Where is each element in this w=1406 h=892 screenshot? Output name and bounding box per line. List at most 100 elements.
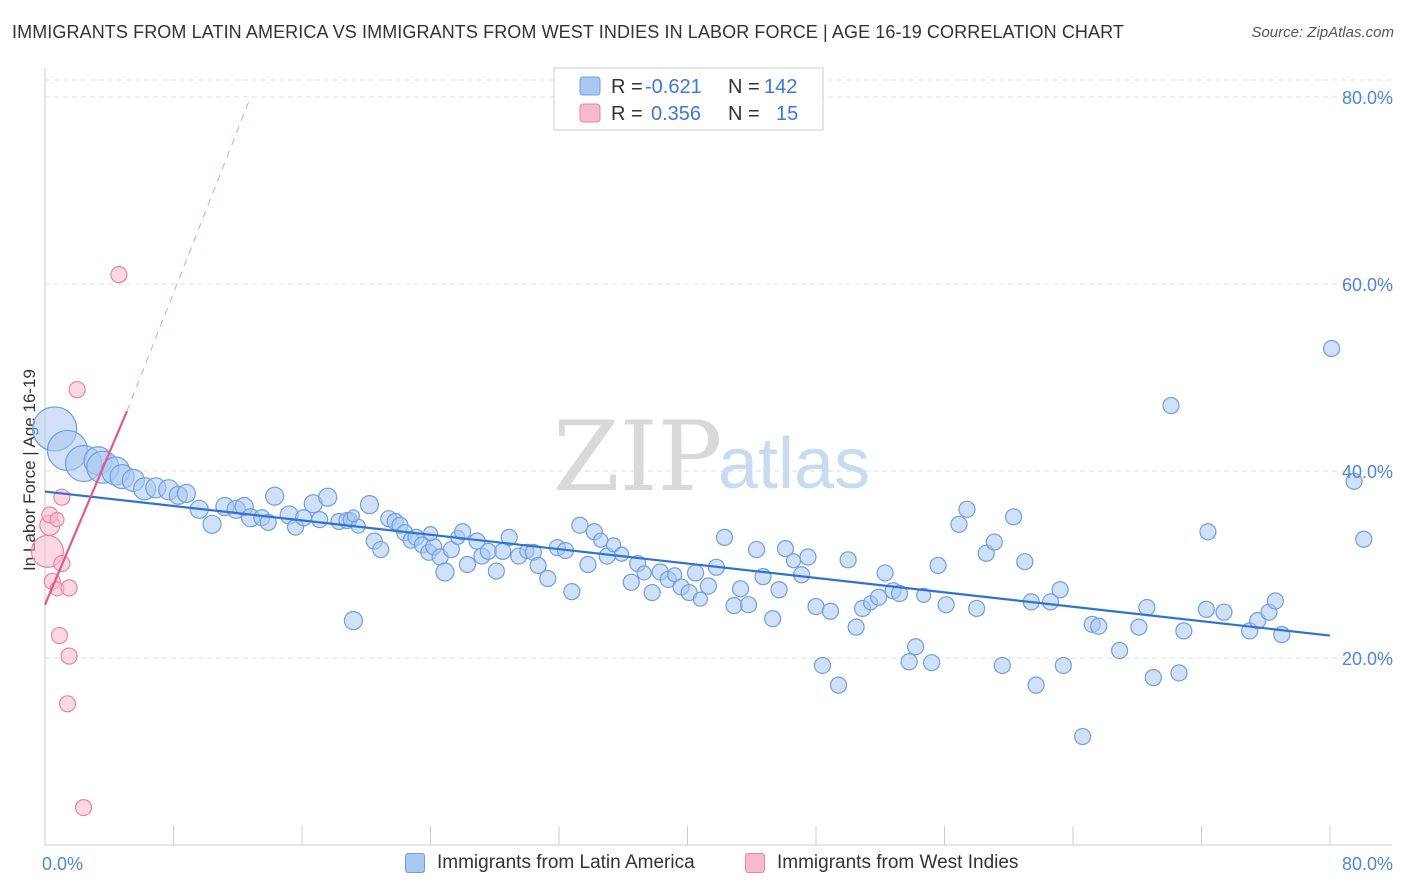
point-latin-america-88 [725, 597, 743, 615]
point-latin-america-67 [571, 516, 589, 534]
point-latin-america-148 [1323, 339, 1341, 358]
legend-r-value-latin-america: -0.621 [645, 76, 702, 98]
point-latin-america-36 [372, 540, 390, 559]
point-latin-america-149 [1345, 472, 1363, 490]
point-latin-america-130 [1074, 727, 1092, 746]
point-latin-america-95 [776, 540, 795, 558]
point-latin-america-99 [807, 597, 825, 616]
point-west-indies-12 [68, 381, 86, 399]
point-latin-america-110 [890, 584, 909, 603]
point-latin-america-108 [876, 564, 894, 582]
data-points [30, 266, 1373, 817]
legend-swatch-west-indies [579, 103, 601, 123]
x-tick-label-min: 0.0% [42, 854, 83, 874]
point-latin-america-58 [500, 528, 518, 546]
point-latin-america-146 [1266, 592, 1284, 610]
watermark-atlas: atlas [718, 424, 870, 504]
point-latin-america-77 [643, 583, 661, 602]
chart-title: IMMIGRANTS FROM LATIN AMERICA VS IMMIGRA… [12, 22, 1124, 42]
point-latin-america-135 [1138, 598, 1156, 617]
point-latin-america-93 [764, 610, 782, 628]
point-latin-america-27 [318, 487, 338, 507]
point-latin-america-63 [539, 569, 557, 588]
point-latin-america-114 [923, 654, 941, 672]
series-legend: Immigrants from Latin America Immigrants… [0, 852, 1406, 878]
point-latin-america-83 [686, 564, 705, 582]
y-tick-label-2: 60.0% [1342, 275, 1393, 295]
point-latin-america-141 [1199, 523, 1217, 541]
trend-line-west-indies [43, 410, 128, 606]
point-latin-america-133 [1110, 641, 1129, 660]
point-latin-america-49 [442, 540, 460, 559]
point-west-indies-11 [58, 695, 77, 713]
point-latin-america-117 [950, 515, 968, 533]
stats-legend: R = -0.621 N = 142 R = 0.356 N = 15 [553, 67, 824, 131]
point-latin-america-68 [579, 555, 597, 574]
point-latin-america-14 [202, 514, 222, 534]
point-latin-america-128 [1051, 581, 1069, 599]
point-latin-america-122 [993, 656, 1011, 675]
trend-line-latin-america [44, 490, 1331, 637]
point-latin-america-139 [1175, 622, 1193, 640]
chart-source: Source: ZipAtlas.com [1251, 24, 1394, 41]
point-latin-america-30 [343, 610, 363, 631]
y-tick-label-0: 20.0% [1342, 649, 1393, 669]
point-latin-america-96 [785, 553, 802, 569]
point-west-indies-14 [110, 266, 128, 284]
series-legend-item-west-indies: Immigrants from West Indies [745, 852, 1018, 874]
point-latin-america-136 [1144, 669, 1162, 687]
point-latin-america-56 [487, 562, 505, 580]
point-latin-america-90 [739, 596, 758, 614]
point-latin-america-101 [821, 602, 840, 620]
point-latin-america-73 [614, 546, 630, 562]
point-latin-america-100 [813, 656, 832, 675]
legend-r-label-latin-america: R = [611, 76, 643, 98]
point-latin-america-124 [1016, 553, 1034, 571]
point-west-indies-13 [74, 798, 93, 817]
point-latin-america-138 [1170, 664, 1188, 682]
series-legend-label-latin-america: Immigrants from Latin America [437, 852, 695, 873]
point-latin-america-119 [968, 599, 986, 618]
y-tick-label-3: 80.0% [1342, 88, 1393, 108]
point-latin-america-34 [359, 495, 380, 515]
point-latin-america-33 [346, 509, 360, 523]
point-latin-america-20 [259, 513, 277, 532]
point-latin-america-137 [1162, 396, 1180, 415]
point-latin-america-66 [563, 583, 581, 601]
point-latin-america-94 [770, 581, 788, 599]
watermark: ZIP atlas [553, 401, 870, 513]
point-latin-america-116 [937, 596, 955, 614]
point-latin-america-51 [454, 523, 472, 541]
legend-r-label-west-indies: R = [611, 103, 643, 125]
series-legend-swatch-latin-america [405, 853, 425, 873]
point-latin-america-70 [593, 532, 609, 548]
point-latin-america-104 [847, 618, 865, 636]
point-west-indies-4 [49, 512, 65, 528]
point-latin-america-62 [529, 556, 547, 575]
x-tick-label-max: 80.0% [1342, 854, 1393, 874]
point-latin-america-84 [692, 591, 708, 607]
point-latin-america-126 [1027, 676, 1045, 694]
point-latin-america-132 [1090, 617, 1108, 635]
point-latin-america-12 [176, 483, 196, 504]
point-latin-america-111 [900, 653, 918, 671]
point-latin-america-103 [839, 551, 857, 569]
point-west-indies-8 [53, 488, 71, 506]
tick-labels: 20.0% 40.0% 60.0% 80.0% 0.0% 80.0% [42, 88, 1393, 874]
legend-n-label-latin-america: N = [728, 76, 760, 98]
axes [44, 68, 1392, 846]
point-latin-america-76 [636, 565, 652, 581]
point-latin-america-123 [1004, 508, 1023, 526]
point-latin-america-115 [929, 556, 947, 575]
y-tick-label-1: 40.0% [1342, 462, 1393, 482]
point-latin-america-52 [458, 555, 477, 574]
point-latin-america-85 [699, 577, 717, 595]
point-latin-america-121 [985, 533, 1003, 551]
point-latin-america-26 [311, 511, 329, 529]
point-latin-america-89 [731, 580, 750, 598]
point-latin-america-150 [1355, 530, 1373, 548]
point-west-indies-6 [50, 626, 69, 645]
legend-n-value-latin-america: 142 [764, 76, 797, 98]
trend-lines [43, 96, 1331, 637]
point-latin-america-91 [747, 540, 766, 559]
